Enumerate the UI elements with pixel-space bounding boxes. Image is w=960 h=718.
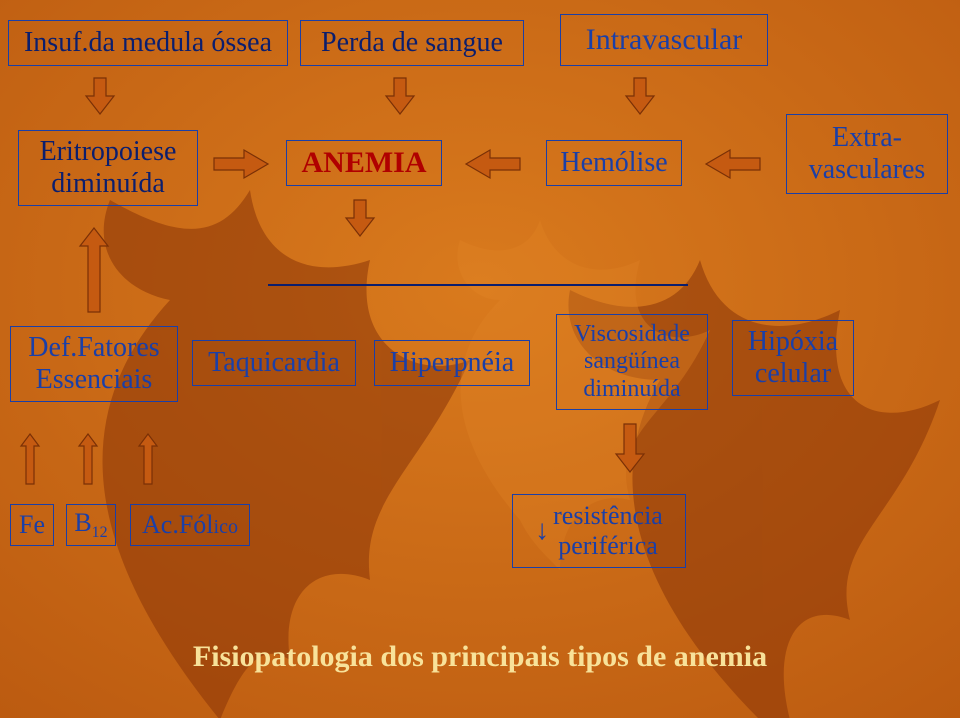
arrow-hemol-anemia [466,150,520,178]
arrow-fe-up [21,434,39,484]
arrow-extra-hemol [706,150,760,178]
arrow-def-up [80,228,108,312]
arrows-layer [0,0,960,718]
arrow-eritro-anemia [214,150,268,178]
arrow-insuf-down [86,78,114,114]
arrow-anemia-down [346,200,374,236]
arrow-b12-up [79,434,97,484]
arrow-acfol-up [139,434,157,484]
arrow-visc-down [616,424,644,472]
arrow-intra-down [626,78,654,114]
arrow-perda-down [386,78,414,114]
